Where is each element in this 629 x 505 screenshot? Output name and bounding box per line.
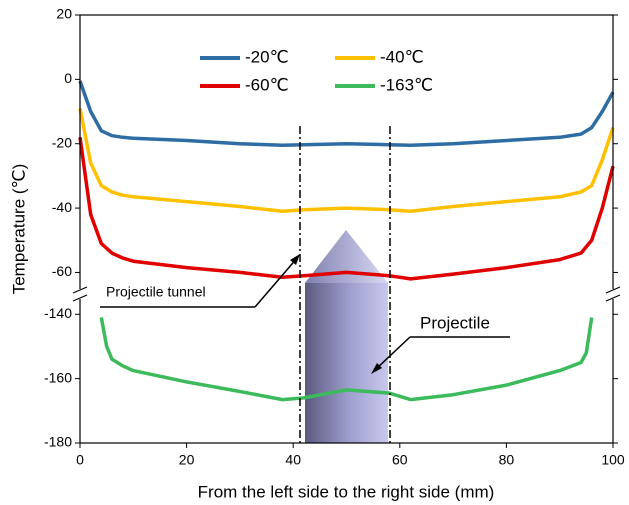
axis-break-gap [72,289,88,299]
y-tick-label: -160 [44,369,72,385]
annotation-arrow [374,336,411,371]
x-tick-label: 80 [499,452,515,468]
x-tick-label: 40 [285,452,301,468]
series-line [78,137,615,281]
projectile-shape [305,230,388,443]
y-tick-label: -20 [52,134,72,150]
x-tick-label: 0 [76,452,84,468]
annotation-arrow [254,256,299,308]
y-tick-label: -60 [52,263,72,279]
x-tick-label: 60 [392,452,408,468]
legend-label: -163℃ [380,75,433,94]
x-axis-label: From the left side to the right side (mm… [198,482,495,501]
plot-frame [79,14,614,444]
x-tick-label: 20 [179,452,195,468]
y-tick-label: 0 [64,70,72,86]
y-tick-label: -140 [44,305,72,321]
y-tick-label: -180 [44,434,72,450]
arrow-head [290,254,300,265]
legend-label: -60℃ [245,75,289,94]
annotation: Projectile tunnel [106,284,206,300]
annotation: Projectile [420,313,490,332]
y-tick-label: -40 [52,199,72,215]
projectile-tip [305,230,388,283]
series-line [78,80,615,148]
series-line [99,317,594,402]
legend-label: -20℃ [245,47,289,66]
series-line [78,107,615,214]
projectile-body [305,283,388,443]
axis-break-mark [72,286,621,302]
y-axis-label: Temperature (℃) [9,164,28,295]
legend-label: -40℃ [380,47,424,66]
arrow-head [371,363,382,374]
x-tick-label: 100 [601,452,625,468]
y-tick-label: 20 [56,6,72,22]
axis-break-gap [605,289,621,299]
